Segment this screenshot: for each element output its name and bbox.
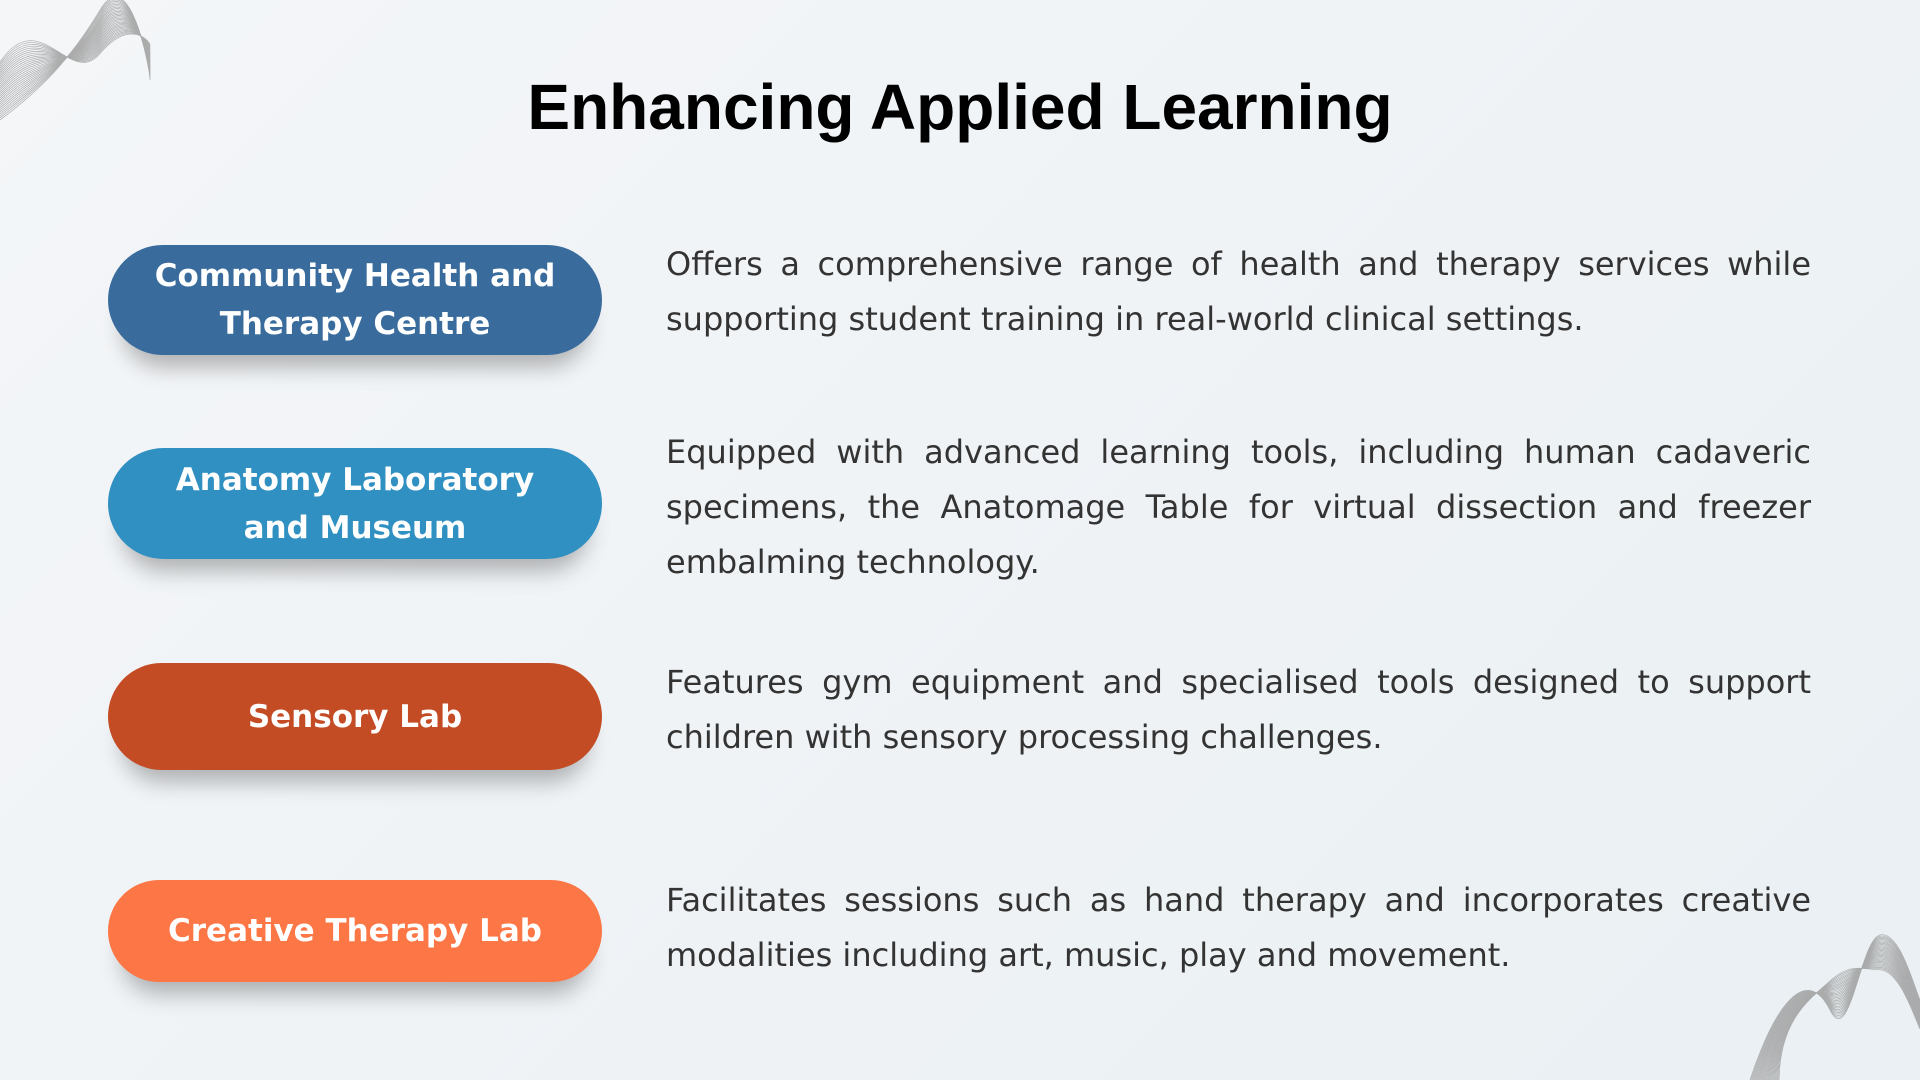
description-community-health: Offers a comprehensive range of health a… bbox=[666, 245, 1811, 338]
page-title: Enhancing Applied Learning bbox=[527, 71, 1393, 143]
pill-anatomy-lab: Anatomy Laboratory and Museum bbox=[108, 448, 602, 559]
description-sensory-lab: Features gym equipment and specialised t… bbox=[666, 663, 1811, 756]
pill-community-health: Community Health and Therapy Centre bbox=[108, 245, 602, 355]
decorative-wave-bottom-right bbox=[1749, 934, 1920, 1080]
decorative-wave-top-left bbox=[0, 0, 151, 121]
pill-sensory-lab: Sensory Lab bbox=[108, 663, 602, 770]
pill-creative-therapy-lab: Creative Therapy Lab bbox=[108, 880, 602, 982]
description-creative-therapy-lab: Facilitates sessions such as hand therap… bbox=[666, 881, 1811, 974]
description-anatomy-lab: Equipped with advanced learning tools, i… bbox=[666, 433, 1811, 581]
